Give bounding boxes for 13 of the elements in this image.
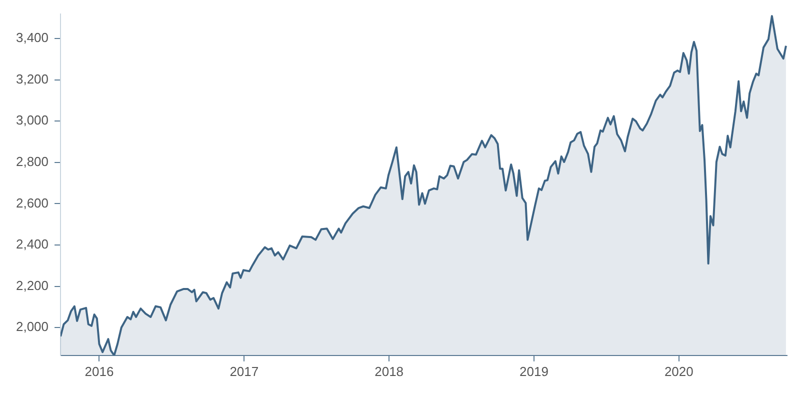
y-tick-label: 3,400 — [16, 30, 49, 46]
y-tick-label: 2,800 — [16, 154, 49, 169]
y-tick-label: 2,200 — [16, 278, 49, 293]
x-tick-label: 2017 — [230, 364, 259, 379]
y-tick-label: 3,000 — [16, 112, 49, 128]
x-tick-label: 2016 — [84, 364, 114, 379]
y-tick-label: 3,200 — [16, 71, 49, 86]
y-tick-label: 2,000 — [16, 319, 49, 334]
x-tick-label: 2020 — [664, 364, 694, 379]
y-tick-label: 2,600 — [16, 195, 49, 210]
x-tick-label: 2019 — [520, 364, 548, 379]
x-tick-label: 2018 — [374, 364, 404, 379]
y-tick-label: 2,400 — [16, 236, 49, 252]
